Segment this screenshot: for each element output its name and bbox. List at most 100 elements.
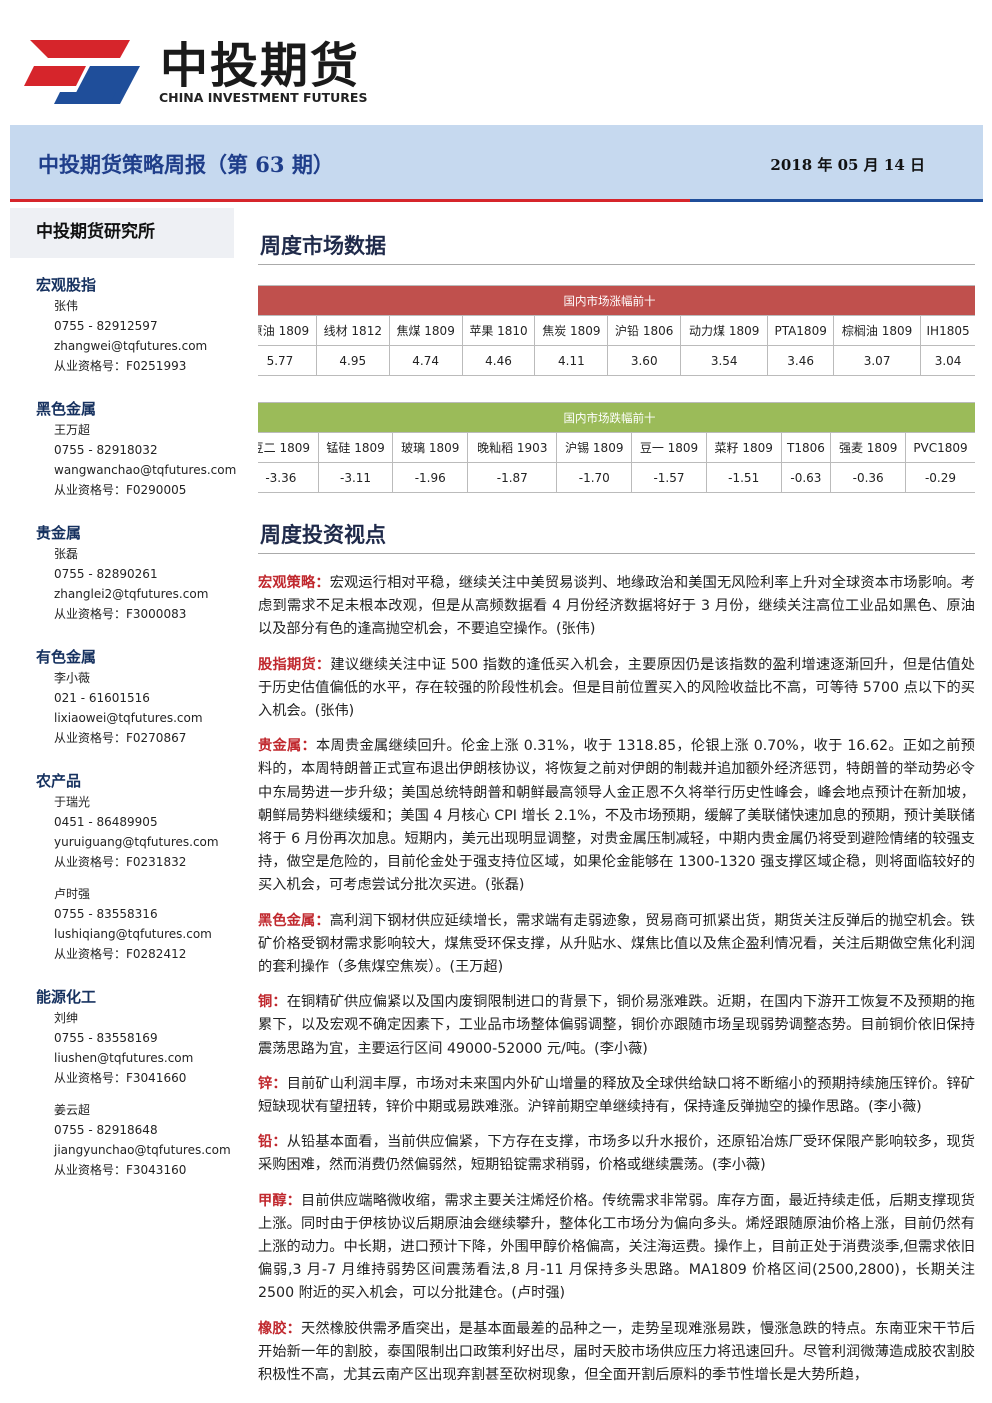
contact-email: liushen@tqfutures.com [54, 1051, 194, 1065]
value-row: 5.77 4.95 4.74 4.46 4.11 3.60 3.54 3.46 3.07 3.04 [258, 345, 975, 376]
value-cell: 3.46 [767, 345, 835, 376]
value-cell: -0.29 [905, 462, 975, 493]
contact-name: 王万超 [54, 423, 91, 437]
contact-email: lixiaowei@tqfutures.com [54, 711, 203, 725]
paragraph: 宏观策略：宏观运行相对平稳，继续关注中美贸易谈判、地缘政治和美国无风险利率上升对… [258, 572, 975, 642]
header: 中投期货策略周报（第 63 期） 2018 年 05 月 14 日 [10, 125, 983, 202]
spacer [10, 1088, 234, 1100]
contact-license: 从业资格号：F0290005 [54, 483, 187, 497]
contact-license: 从业资格号：F0231832 [54, 855, 187, 869]
paragraph-text: 天然橡胶供需矛盾突出，是基本面最差的品种之一，走势呈现难涨易跌，慢涨急跌的特点。… [258, 1320, 975, 1384]
header-cell: 菜籽 1809 [705, 432, 782, 463]
section-title: 有色金属 [36, 648, 97, 666]
section-heading: 周度市场数据 [258, 230, 975, 265]
contact-license: 从业资格号：F0282412 [54, 947, 187, 961]
contact-phone: 0755 - 83558316 [54, 907, 158, 921]
paragraph: 股指期货：建议继续关注中证 500 指数的逢低买入机会，主要原因仍是该指数的盈利… [258, 654, 975, 724]
contact-name: 李小薇 [54, 671, 91, 685]
paragraph-label: 铅： [258, 1134, 287, 1151]
spacer [10, 376, 234, 388]
paragraph: 黑色金属：高利润下钢材供应延续增长，需求端有走弱迹象，贸易商可抓紧出货，期货关注… [258, 910, 975, 980]
paragraph-label: 股指期货： [258, 656, 331, 673]
contact-license: 从业资格号：F3000083 [54, 607, 187, 621]
contact-email: zhanglei2@tqfutures.com [54, 587, 209, 601]
value-cell: 4.11 [534, 345, 609, 376]
spacer [10, 1180, 234, 1192]
paragraph-label: 铜： [258, 994, 287, 1011]
paragraph-label: 甲醇： [258, 1192, 302, 1209]
spacer [10, 964, 234, 976]
header-cell: 苹果 1810 [461, 315, 536, 346]
header-cell: 原油 1809 [258, 315, 317, 346]
value-cell: -0.36 [830, 462, 907, 493]
value-cell: 3.04 [920, 345, 975, 376]
contact-name: 刘绅 [54, 1011, 79, 1025]
views: 周度投资视点 宏观策略：宏观运行相对平稳，继续关注中美贸易谈判、地缘政治和美国无风… [258, 519, 975, 1387]
value-cell: -1.96 [392, 462, 469, 493]
contact-license: 从业资格号：F0270867 [54, 731, 187, 745]
value-cell: -3.11 [317, 462, 394, 493]
paragraph-text: 目前矿山利润丰厚，市场对未来国内外矿山增量的释放及全球供给缺口将不断缩小的预期持… [258, 1075, 975, 1116]
paragraph-text: 高利润下钢材供应延续增长，需求端有走弱迹象，贸易商可抓紧出货，期货关注反弹后的抛… [258, 912, 975, 976]
section-title: 贵金属 [36, 524, 82, 542]
value-cell: 3.07 [833, 345, 922, 376]
contact-license: 从业资格号：F3041660 [54, 1071, 187, 1085]
value-cell: 4.95 [315, 345, 390, 376]
header-cell: 动力煤 1809 [680, 315, 769, 346]
contact-name: 张磊 [54, 547, 79, 561]
value-cell: 3.54 [680, 345, 769, 376]
value-cell: -1.57 [631, 462, 707, 493]
value-cell: 5.77 [258, 345, 317, 376]
paragraph-text: 在铜精矿供应偏紧以及国内废铜限制进口的背景下，铜价易涨难跌。近期，在国内下游开工… [258, 994, 975, 1057]
contact-phone: 0451 - 86489905 [54, 815, 158, 829]
value-cell: 4.46 [461, 345, 536, 376]
paragraph-label: 锌： [258, 1075, 287, 1092]
section-title: 能源化工 [36, 988, 97, 1006]
value-cell: -3.36 [258, 462, 319, 493]
paragraph-text: 本周贵金属继续回升。伦金上涨 0.31%，收于 1318.85，伦银上涨 0.7… [258, 738, 975, 894]
header-cell: 棕榈油 1809 [833, 315, 922, 346]
spacer [10, 872, 234, 884]
spacer [10, 624, 234, 636]
header-cell: 沪锡 1809 [556, 432, 633, 463]
header-cell: 锰硅 1809 [317, 432, 394, 463]
contact-name: 张伟 [54, 299, 79, 313]
value-cell: -0.63 [780, 462, 832, 493]
paragraph: 甲醇：目前供应端略微收缩，需求主要关注烯烃价格。传统需求非常弱。库存方面，最近持… [258, 1190, 975, 1306]
table-title-row: 国内市场涨幅前十 [258, 285, 975, 316]
value-cell: -1.87 [467, 462, 558, 493]
paragraph-label: 宏观策略： [258, 575, 330, 591]
spacer [10, 748, 234, 760]
contact-name: 姜云超 [54, 1103, 91, 1117]
spacer [10, 500, 234, 512]
paragraphs: 宏观策略：宏观运行相对平稳，继续关注中美贸易谈判、地缘政治和美国无风险利率上升对… [258, 572, 975, 1387]
contact-email: yuruiguang@tqfutures.com [54, 835, 219, 849]
contact-name: 卢时强 [54, 887, 91, 901]
header-cell: PTA1809 [767, 315, 835, 346]
sidebar: 中投期货研究所 宏观股指 张伟 0755 - 82912597 zhangwei@tqf… [10, 208, 236, 1192]
header-cell: 沪铅 1806 [607, 315, 682, 346]
contact-phone: 0755 - 83558169 [54, 1031, 158, 1045]
contact-phone: 021 - 61601516 [54, 691, 150, 705]
report-date: 2018 年 05 月 14 日 [770, 156, 925, 174]
paragraph: 铅：从铅基本面看，当前供应偏紧，下方存在支撑，市场多以升水报价，还原铅冶炼厂受环… [258, 1131, 975, 1177]
contact-license: 从业资格号：F3043160 [54, 1163, 187, 1177]
value-cell: -1.51 [705, 462, 782, 493]
paragraph-text: 建议继续关注中证 500 指数的逢低买入机会，主要原因仍是该指数的盈利增速逐渐回… [258, 656, 975, 720]
contact-email: jiangyunchao@tqfutures.com [54, 1143, 231, 1157]
table-title: 国内市场涨幅前十 [258, 285, 975, 316]
paragraph-text: 从铅基本面看，当前供应偏紧，下方存在支撑，市场多以升水报价，还原铅冶炼厂受环保限… [258, 1134, 975, 1174]
value-cell: 3.60 [607, 345, 682, 376]
logo: 中投期货 CHINA INVESTMENT FUTURES [20, 28, 380, 108]
section-title: 宏观股指 [36, 276, 97, 294]
contact-license: 从业资格号：F0251993 [54, 359, 187, 373]
value-row: -3.36 -3.11 -1.96 -1.87 -1.70 -1.57 -1.51 -0.63… [258, 462, 975, 493]
header-cell: 线材 1812 [315, 315, 390, 346]
contact-phone: 0755 - 82918032 [54, 443, 158, 457]
header-cell: 强麦 1809 [830, 432, 907, 463]
